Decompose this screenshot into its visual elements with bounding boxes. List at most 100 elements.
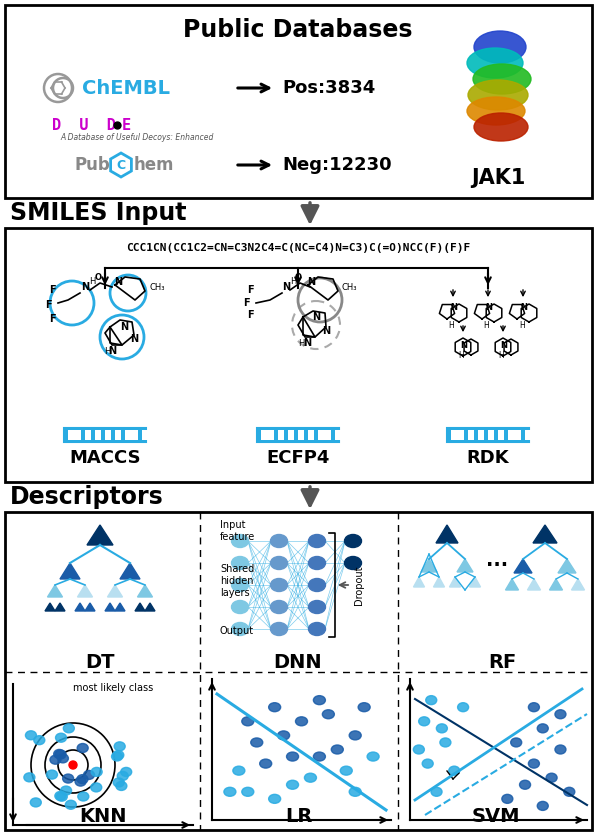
- Ellipse shape: [344, 535, 362, 547]
- Ellipse shape: [251, 738, 263, 747]
- Ellipse shape: [26, 731, 36, 740]
- Ellipse shape: [270, 600, 288, 614]
- Bar: [278, 430, 284, 440]
- Bar: [115, 430, 121, 440]
- Text: CH₃: CH₃: [150, 283, 165, 292]
- Ellipse shape: [473, 64, 531, 94]
- Ellipse shape: [270, 556, 288, 570]
- Polygon shape: [120, 563, 140, 579]
- Ellipse shape: [121, 767, 132, 776]
- Text: O: O: [94, 273, 101, 282]
- Bar: [64, 428, 146, 442]
- Text: N: N: [485, 303, 493, 312]
- Bar: [525, 430, 531, 440]
- Ellipse shape: [91, 767, 102, 776]
- Ellipse shape: [537, 724, 548, 733]
- Bar: [5, 5, 592, 198]
- Bar: [95, 430, 101, 440]
- Polygon shape: [60, 563, 80, 579]
- Polygon shape: [78, 585, 93, 597]
- Bar: [5, 512, 592, 830]
- Polygon shape: [75, 603, 85, 611]
- Text: N: N: [322, 326, 330, 336]
- Text: F: F: [247, 310, 253, 320]
- Polygon shape: [145, 603, 155, 611]
- Ellipse shape: [63, 724, 75, 733]
- Ellipse shape: [546, 773, 557, 782]
- Polygon shape: [105, 603, 115, 611]
- Text: MACCS: MACCS: [69, 449, 141, 467]
- Polygon shape: [528, 579, 540, 590]
- Text: DNN: DNN: [273, 652, 322, 671]
- Text: N: N: [282, 282, 290, 292]
- Polygon shape: [450, 577, 460, 587]
- Bar: [451, 430, 464, 440]
- Bar: [468, 430, 474, 440]
- Text: ChEMBL: ChEMBL: [82, 78, 170, 98]
- Text: F: F: [45, 300, 51, 310]
- Text: N: N: [500, 340, 507, 349]
- Ellipse shape: [431, 787, 442, 796]
- Bar: [5, 228, 592, 482]
- Ellipse shape: [56, 792, 67, 801]
- Text: RF: RF: [488, 652, 516, 671]
- Polygon shape: [45, 603, 55, 611]
- Ellipse shape: [77, 743, 88, 752]
- Ellipse shape: [313, 752, 325, 761]
- Polygon shape: [506, 579, 519, 590]
- Polygon shape: [137, 585, 152, 597]
- Text: E: E: [122, 118, 131, 133]
- Ellipse shape: [313, 696, 325, 705]
- Text: H: H: [89, 277, 95, 285]
- Polygon shape: [469, 577, 481, 587]
- Text: CCC1CN(CC1C2=CN=C3N2C4=C(NC=C4)N=C3)C(=O)NCC(F)(F)F: CCC1CN(CC1C2=CN=C3N2C4=C(NC=C4)N=C3)C(=O…: [126, 243, 470, 253]
- Ellipse shape: [418, 716, 430, 726]
- Ellipse shape: [232, 535, 248, 547]
- Bar: [68, 430, 81, 440]
- Text: H: H: [104, 346, 110, 355]
- Ellipse shape: [57, 754, 69, 763]
- Ellipse shape: [50, 756, 61, 764]
- Ellipse shape: [91, 783, 101, 792]
- Ellipse shape: [555, 745, 566, 754]
- Ellipse shape: [519, 781, 531, 789]
- Ellipse shape: [269, 703, 281, 711]
- Ellipse shape: [270, 535, 288, 547]
- Ellipse shape: [78, 792, 89, 801]
- Ellipse shape: [84, 771, 94, 780]
- Text: N: N: [303, 338, 311, 348]
- Text: N: N: [312, 312, 320, 322]
- Text: H: H: [298, 339, 304, 348]
- Text: H: H: [458, 350, 464, 359]
- Text: H: H: [448, 320, 454, 329]
- Ellipse shape: [77, 775, 88, 784]
- Text: KNN: KNN: [79, 806, 127, 826]
- Ellipse shape: [296, 716, 307, 726]
- Ellipse shape: [269, 794, 281, 803]
- Ellipse shape: [367, 752, 379, 761]
- Ellipse shape: [467, 48, 523, 78]
- Text: F: F: [247, 285, 253, 295]
- Ellipse shape: [232, 600, 248, 614]
- Ellipse shape: [474, 113, 528, 141]
- Ellipse shape: [60, 786, 72, 795]
- Ellipse shape: [528, 759, 540, 768]
- Bar: [308, 430, 314, 440]
- Bar: [498, 430, 504, 440]
- Ellipse shape: [537, 801, 548, 811]
- Text: DT: DT: [85, 652, 115, 671]
- Polygon shape: [571, 579, 584, 590]
- Text: CH₃: CH₃: [342, 283, 358, 292]
- Polygon shape: [414, 577, 424, 587]
- Polygon shape: [87, 525, 113, 545]
- Ellipse shape: [344, 556, 362, 570]
- Polygon shape: [421, 559, 437, 572]
- Text: F: F: [243, 298, 250, 308]
- Text: N: N: [108, 346, 116, 356]
- Ellipse shape: [24, 773, 35, 781]
- Bar: [261, 430, 274, 440]
- Ellipse shape: [112, 752, 122, 761]
- Circle shape: [69, 761, 77, 769]
- Ellipse shape: [413, 745, 424, 754]
- Ellipse shape: [34, 736, 45, 745]
